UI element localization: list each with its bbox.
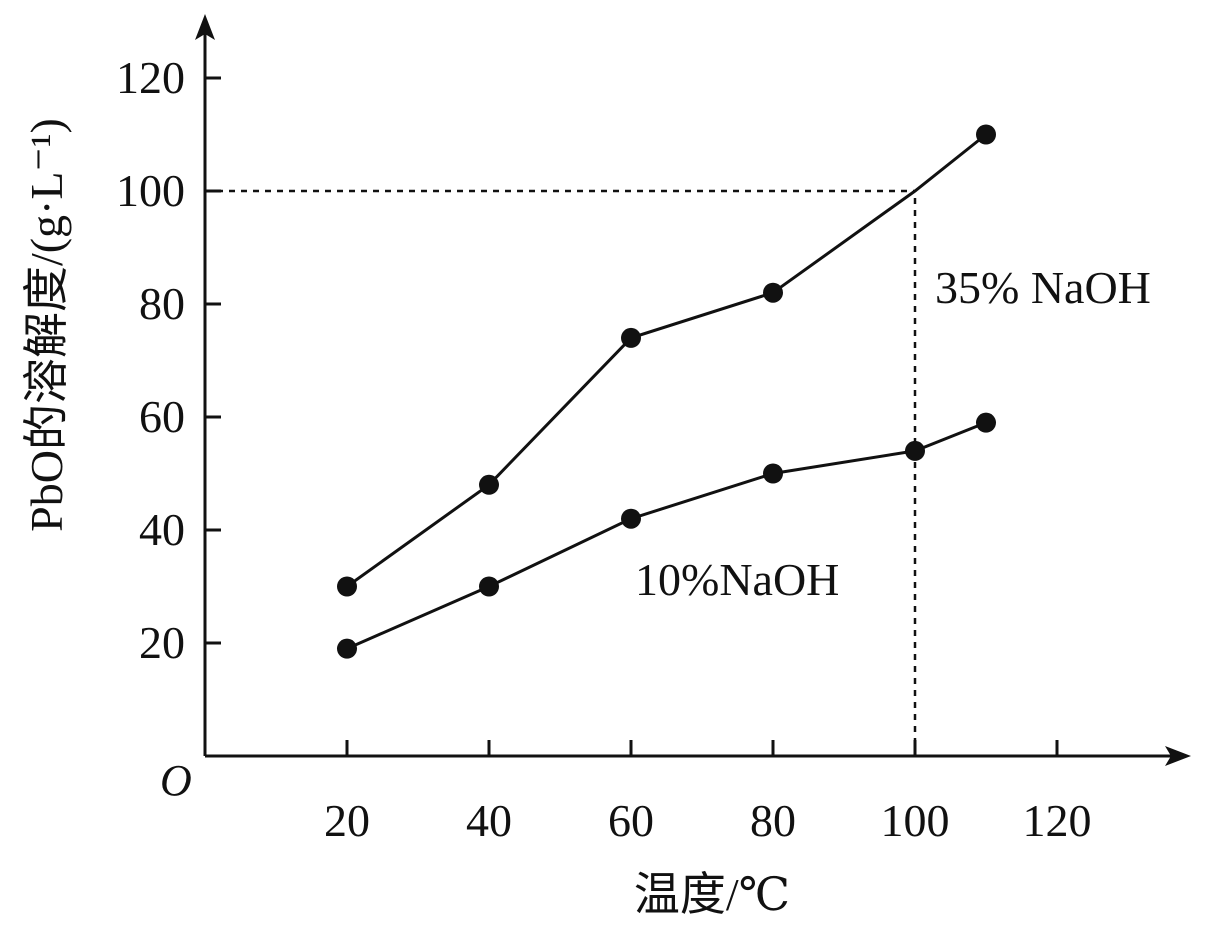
data-point-s1-80 [763, 463, 783, 484]
y-tick-label-40: 40 [139, 504, 185, 555]
y-tick-label-20: 20 [139, 617, 185, 668]
data-point-s0-20 [337, 576, 357, 597]
reference-lines [205, 189, 917, 756]
series-label-35-naoh: 35% NaOH [935, 262, 1151, 313]
data-point-s0-110 [976, 124, 996, 145]
data-point-s0-60 [621, 327, 641, 348]
axes [195, 14, 1191, 766]
y-axis-arrow [195, 14, 215, 40]
y-tick-label-120: 120 [116, 52, 185, 103]
data-point-s1-100 [905, 440, 925, 461]
y-tick-label-80: 80 [139, 278, 185, 329]
y-tick-label-60: 60 [139, 391, 185, 442]
data-point-s1-40 [479, 576, 499, 597]
series-line-0 [346, 133, 987, 588]
x-axis-arrow [1165, 746, 1191, 766]
y-tick-label-100: 100 [116, 165, 185, 216]
x-tick-label-60: 60 [608, 795, 654, 846]
series-group [337, 124, 996, 659]
labels: O 温度/℃ PbO的溶解度/(g·L⁻¹) 35% NaOH 10%NaOH [21, 118, 1151, 920]
data-point-s0-80 [763, 282, 783, 303]
data-point-s0-40 [479, 474, 499, 495]
data-point-s1-20 [337, 638, 357, 659]
data-point-s1-60 [621, 508, 641, 529]
origin-label: O [160, 756, 192, 805]
ticks: 20 40 60 80 100 120 20 40 60 80 100 120 [116, 52, 1092, 846]
x-tick-label-80: 80 [750, 795, 796, 846]
x-axis-title: 温度/℃ [634, 869, 790, 920]
x-tick-label-100: 100 [881, 795, 950, 846]
y-axis-title: PbO的溶解度/(g·L⁻¹) [21, 118, 72, 532]
series-label-10-naoh: 10%NaOH [635, 554, 839, 605]
data-point-s1-110 [976, 412, 996, 433]
x-tick-label-20: 20 [324, 795, 370, 846]
x-tick-label-120: 120 [1023, 795, 1092, 846]
x-tick-label-40: 40 [466, 795, 512, 846]
series-line-1 [346, 421, 987, 650]
